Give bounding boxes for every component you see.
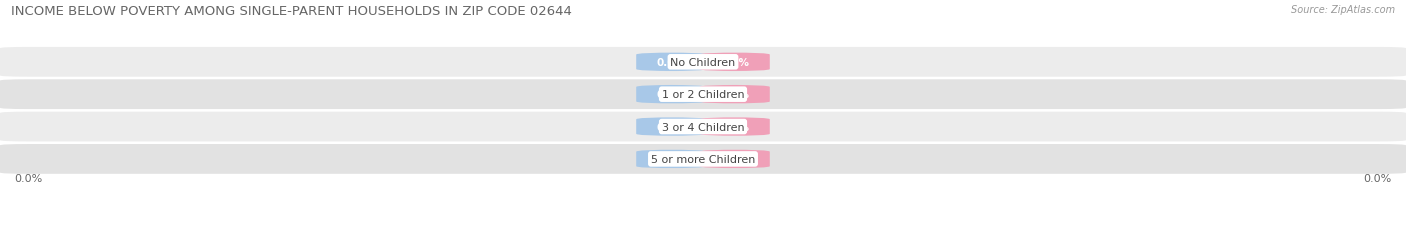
FancyBboxPatch shape bbox=[0, 144, 1406, 174]
FancyBboxPatch shape bbox=[700, 53, 770, 72]
Text: 0.0%: 0.0% bbox=[657, 58, 686, 67]
Text: 0.0%: 0.0% bbox=[1364, 173, 1392, 184]
Text: 0.0%: 0.0% bbox=[14, 173, 42, 184]
Text: 0.0%: 0.0% bbox=[720, 90, 749, 100]
FancyBboxPatch shape bbox=[700, 150, 770, 168]
Text: 5 or more Children: 5 or more Children bbox=[651, 154, 755, 164]
FancyBboxPatch shape bbox=[637, 85, 707, 104]
Text: 1 or 2 Children: 1 or 2 Children bbox=[662, 90, 744, 100]
Text: 0.0%: 0.0% bbox=[720, 122, 749, 132]
FancyBboxPatch shape bbox=[637, 150, 707, 168]
FancyBboxPatch shape bbox=[700, 118, 770, 136]
Text: INCOME BELOW POVERTY AMONG SINGLE-PARENT HOUSEHOLDS IN ZIP CODE 02644: INCOME BELOW POVERTY AMONG SINGLE-PARENT… bbox=[11, 5, 572, 18]
Text: 0.0%: 0.0% bbox=[657, 154, 686, 164]
Text: Source: ZipAtlas.com: Source: ZipAtlas.com bbox=[1291, 5, 1395, 15]
Text: 0.0%: 0.0% bbox=[720, 58, 749, 67]
FancyBboxPatch shape bbox=[0, 48, 1406, 77]
Text: 3 or 4 Children: 3 or 4 Children bbox=[662, 122, 744, 132]
Text: No Children: No Children bbox=[671, 58, 735, 67]
FancyBboxPatch shape bbox=[0, 112, 1406, 142]
Text: 0.0%: 0.0% bbox=[720, 154, 749, 164]
FancyBboxPatch shape bbox=[700, 85, 770, 104]
Text: 0.0%: 0.0% bbox=[657, 122, 686, 132]
FancyBboxPatch shape bbox=[0, 80, 1406, 109]
FancyBboxPatch shape bbox=[637, 118, 707, 136]
FancyBboxPatch shape bbox=[637, 53, 707, 72]
Text: 0.0%: 0.0% bbox=[657, 90, 686, 100]
